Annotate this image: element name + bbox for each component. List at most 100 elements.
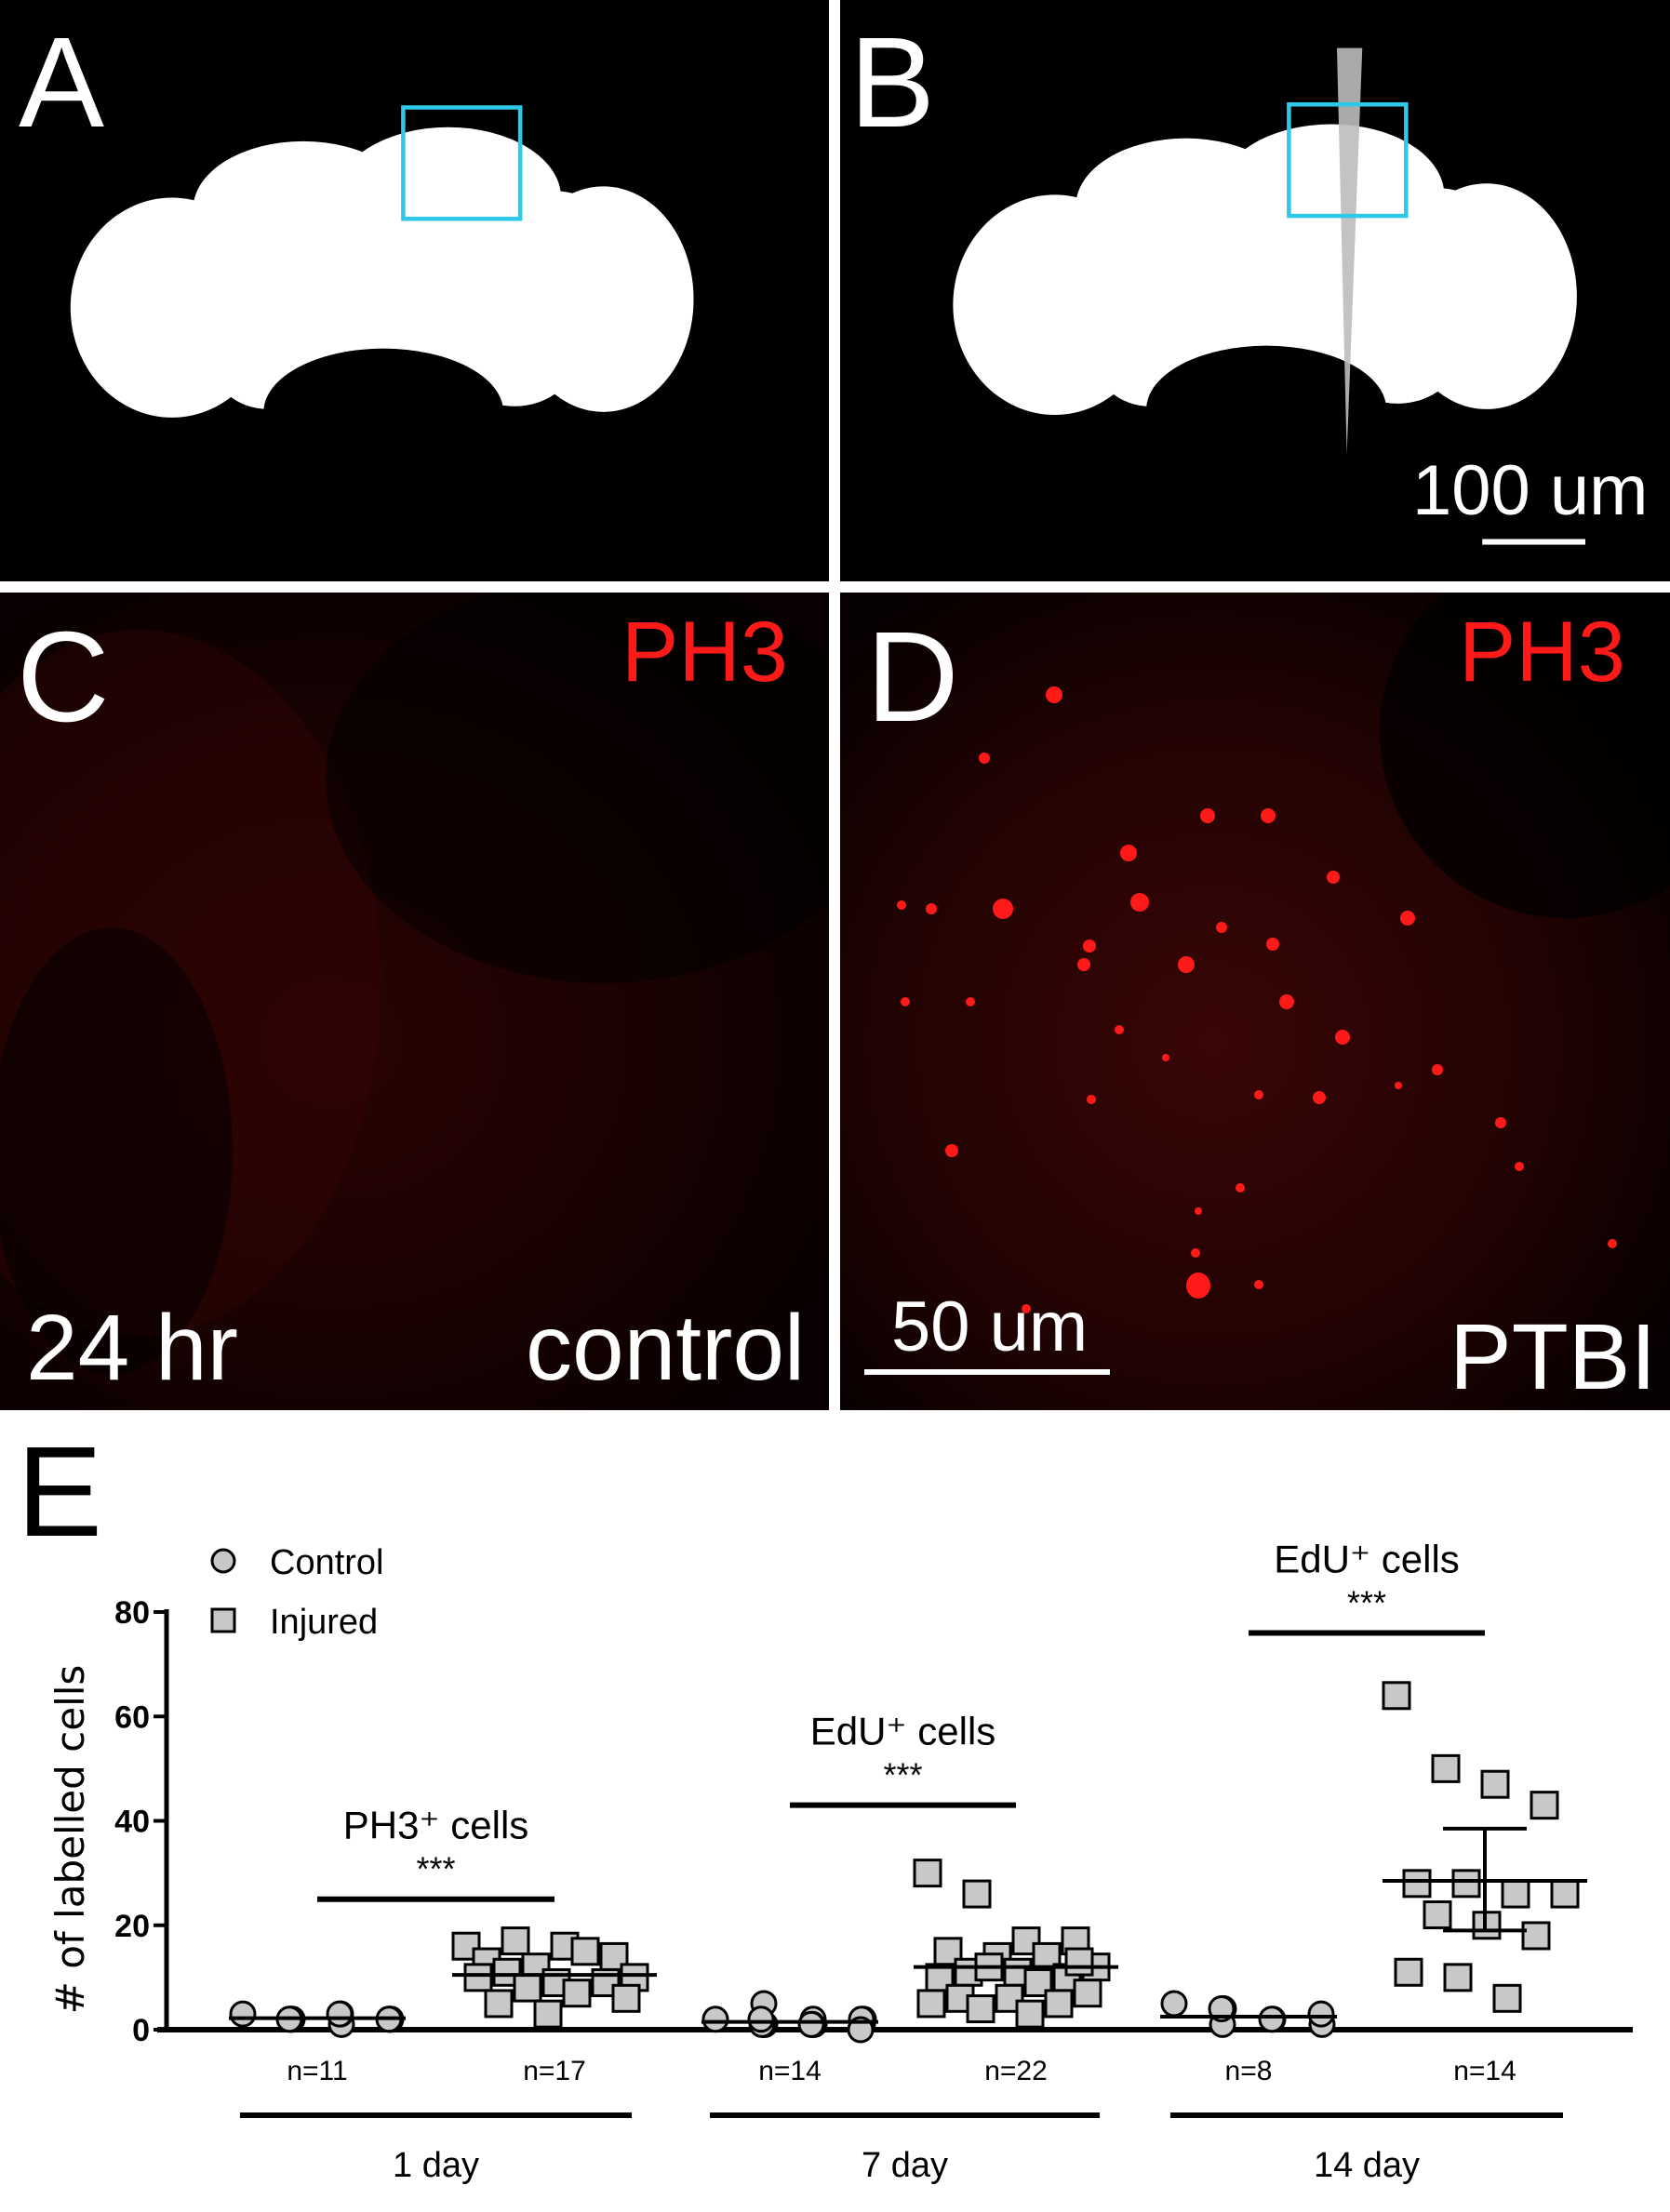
- ph3-positive-cell: [1400, 911, 1415, 926]
- ph3-positive-cell: [1216, 922, 1227, 933]
- panel-letter: C: [17, 606, 110, 749]
- injured-data-point: [484, 1989, 514, 2019]
- legend-square-icon: [210, 1607, 236, 1633]
- ph3-positive-cell: [1395, 1082, 1402, 1089]
- ph3-positive-cell: [1115, 1025, 1124, 1034]
- time-label: 24 hr: [26, 1296, 238, 1400]
- sample-size-label: n=14: [758, 2056, 822, 2086]
- ph3-positive-cell: [1236, 1183, 1245, 1193]
- injured-data-point: [451, 1931, 481, 1961]
- ph3-positive-cell: [1254, 1280, 1263, 1289]
- scale-bar-label: 50 um: [891, 1287, 1089, 1366]
- ph3-positive-cell: [1077, 958, 1090, 971]
- injured-data-point: [533, 1999, 563, 2029]
- panel-d: D PH3 50 um PTBI: [840, 593, 1670, 1410]
- control-data-point: [747, 2005, 775, 2033]
- ph3-positive-cell: [1279, 994, 1294, 1009]
- injured-data-point: [463, 1963, 493, 1992]
- ph3-positive-cell: [1046, 686, 1062, 703]
- panel-letter: B: [849, 11, 936, 154]
- panel-letter: E: [17, 1420, 103, 1564]
- y-tick-label: 80: [114, 1595, 150, 1631]
- panel-letter: A: [19, 11, 105, 154]
- control-data-point: [797, 2010, 825, 2038]
- ph3-positive-cell: [1335, 1030, 1350, 1045]
- ph3-positive-cell: [1515, 1162, 1524, 1171]
- control-data-point: [326, 2000, 354, 2028]
- injured-data-point: [1402, 1869, 1432, 1899]
- panel-b: B 100 um: [840, 0, 1670, 581]
- legend-label: Control: [270, 1543, 384, 1582]
- legend-label: Injured: [270, 1603, 378, 1642]
- sample-size-label: n=11: [287, 2056, 347, 2086]
- injured-data-point: [1015, 1999, 1045, 2029]
- ph3-positive-cell: [979, 753, 990, 764]
- group-label: PH3⁺ cells: [343, 1804, 529, 1847]
- injured-data-point: [570, 1937, 600, 1966]
- brain-schematic-injury: [953, 47, 1585, 545]
- panel-a: A: [0, 0, 829, 581]
- scale-bar: [1482, 539, 1585, 545]
- injured-data-point: [611, 1983, 641, 2013]
- ph3-positive-cell: [1608, 1239, 1617, 1248]
- injured-data-point: [562, 1979, 592, 2008]
- injured-data-point: [962, 1879, 992, 1909]
- condition-label: PTBI: [1450, 1305, 1657, 1409]
- ph3-positive-cell: [993, 899, 1013, 919]
- ph3-positive-cell: [1195, 1207, 1202, 1215]
- ph3-positive-cell: [1083, 939, 1096, 953]
- y-tick-label: 0: [132, 2013, 150, 2048]
- injured-data-point: [513, 1973, 542, 2003]
- brain-schematic: [70, 105, 694, 476]
- stain-label: PH3: [621, 605, 788, 700]
- micrograph-ptbi: [897, 593, 1670, 1313]
- injured-data-point: [916, 1989, 946, 2019]
- ph3-positive-cell: [901, 997, 910, 1006]
- group-label: EdU⁺ cells: [810, 1710, 996, 1753]
- ph3-positive-cell: [1178, 956, 1195, 973]
- ph3-positive-cell: [1022, 1304, 1031, 1313]
- ph3-positive-cell: [1130, 893, 1149, 912]
- ph3-positive-cell: [966, 997, 975, 1006]
- ph3-positive-cell: [1254, 1090, 1263, 1099]
- control-data-point: [701, 2005, 729, 2033]
- ph3-positive-cell: [1200, 808, 1215, 823]
- y-axis-label: # of labelled cells: [47, 1665, 93, 2015]
- sample-size-label: n=22: [984, 2056, 1048, 2086]
- injured-data-point: [1451, 1869, 1481, 1899]
- control-data-point: [1258, 2005, 1286, 2033]
- injured-data-point: [1064, 1947, 1094, 1977]
- sample-size-label: n=14: [1453, 2056, 1516, 2086]
- ph3-positive-cell: [1186, 1273, 1210, 1299]
- injured-data-point: [1480, 1769, 1510, 1799]
- ph3-positive-cell: [1261, 808, 1276, 823]
- injured-data-point: [1521, 1921, 1551, 1951]
- significance-stars: ***: [1347, 1583, 1386, 1621]
- injured-data-point: [1550, 1879, 1580, 1909]
- panel-c: C PH3 24 hr control: [0, 593, 829, 1410]
- scale-bar: [864, 1369, 1110, 1375]
- sample-size-label: n=8: [1225, 2056, 1273, 2086]
- panel-letter: D: [866, 606, 959, 749]
- needle-icon: [1336, 47, 1363, 455]
- group-label: EdU⁺ cells: [1274, 1537, 1460, 1580]
- injured-data-point: [1044, 1989, 1074, 2019]
- time-label: 7 day: [862, 2146, 948, 2185]
- injured-data-point: [1073, 1979, 1102, 2008]
- ph3-positive-cell: [926, 903, 937, 914]
- stain-label: PH3: [1459, 605, 1625, 700]
- injured-data-point: [1501, 1879, 1530, 1909]
- injured-data-point: [492, 1957, 522, 1987]
- injured-data-point: [1492, 1983, 1522, 2013]
- condition-label: control: [526, 1296, 806, 1400]
- ph3-positive-cell: [1162, 1054, 1169, 1061]
- injured-data-point: [1394, 1957, 1423, 1987]
- time-label: 14 day: [1314, 2146, 1420, 2185]
- injured-data-point: [501, 1926, 530, 1956]
- ph3-positive-cell: [945, 1144, 958, 1157]
- injured-data-point: [1443, 1963, 1473, 1992]
- ph3-positive-cell: [1327, 871, 1340, 884]
- sample-size-label: n=17: [523, 2056, 586, 2086]
- micrograph-control: [0, 593, 829, 1374]
- injured-data-point: [913, 1859, 942, 1888]
